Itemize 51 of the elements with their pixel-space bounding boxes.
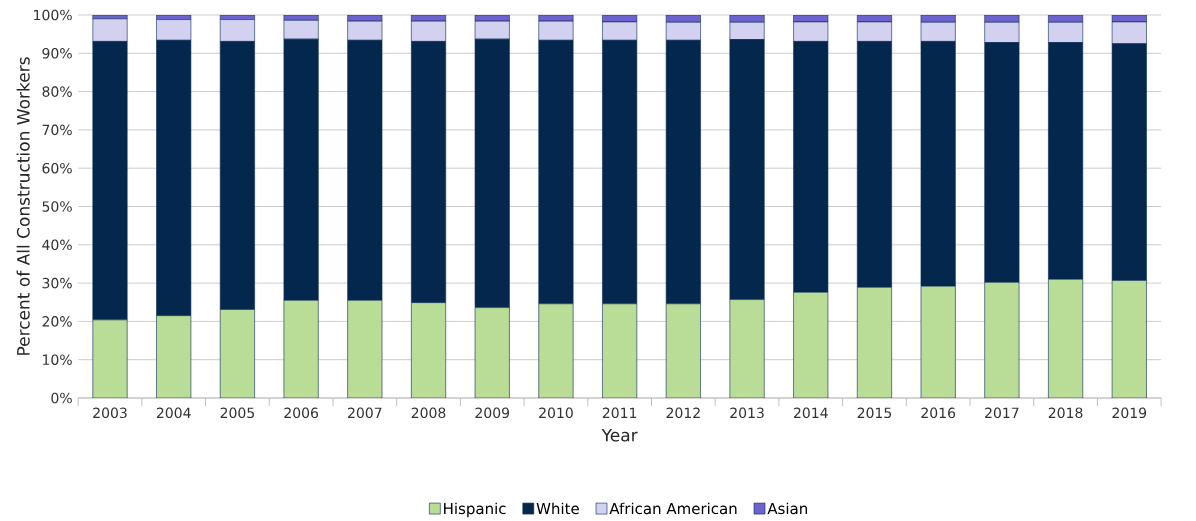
x-tick-label: 2019: [1112, 407, 1147, 419]
x-tick-label: 2005: [220, 407, 254, 419]
x-tick-label: 2008: [411, 407, 446, 419]
x-tick-label: 2014: [793, 407, 828, 419]
y-tick-label: 40%: [42, 239, 72, 251]
bar: [283, 300, 319, 398]
x-tick-label: 2010: [539, 407, 573, 419]
bar: [729, 299, 765, 398]
y-tick-label: 50%: [42, 201, 72, 212]
bar: [602, 303, 638, 398]
x-tick-label: 2017: [985, 407, 1019, 419]
y-tick-label: 10%: [43, 354, 72, 365]
x-tick-label: 2006: [284, 407, 319, 419]
bar: [1111, 280, 1147, 398]
bar: [920, 285, 956, 398]
legend-label: White: [536, 502, 579, 515]
x-tick-label: 2011: [602, 407, 637, 419]
bar: [856, 287, 892, 398]
y-tick-label: 30%: [42, 277, 72, 289]
y-tick-label: 20%: [42, 316, 72, 327]
x-tick-label: 2012: [666, 407, 700, 419]
x-tick-label: 2016: [921, 407, 956, 419]
x-tick-label: 2018: [1048, 407, 1083, 419]
bar: [92, 319, 128, 398]
bar: [411, 302, 447, 398]
y-tick-label: 0%: [51, 392, 72, 404]
bar: [1048, 278, 1084, 398]
x-tick-label: 2015: [857, 407, 892, 419]
x-axis-title: Year: [601, 428, 638, 442]
x-tick-label: 2007: [348, 407, 382, 419]
y-tick-label: 80%: [42, 86, 72, 97]
x-tick-label: 2003: [93, 407, 127, 419]
y-tick-label: 70%: [42, 124, 72, 136]
y-tick-label: 90%: [42, 48, 72, 59]
bar: [665, 303, 701, 398]
legend-label: African American: [609, 502, 737, 515]
bar: [156, 315, 192, 398]
x-tick-label: 2004: [156, 407, 191, 419]
legend-label: Asian: [767, 502, 807, 515]
bar: [984, 282, 1020, 398]
y-tick-label: 100%: [34, 9, 72, 21]
bar: [793, 291, 829, 398]
bar: [219, 309, 255, 398]
bar: [474, 307, 510, 398]
bar: [347, 300, 383, 398]
x-tick-label: 2009: [475, 407, 510, 419]
y-axis-title: Percent of All Construction Workers: [16, 57, 30, 355]
x-tick-label: 2013: [730, 407, 764, 419]
legend-label: Hispanic: [444, 502, 506, 518]
y-tick-label: 60%: [42, 162, 72, 174]
bar: [538, 303, 574, 398]
